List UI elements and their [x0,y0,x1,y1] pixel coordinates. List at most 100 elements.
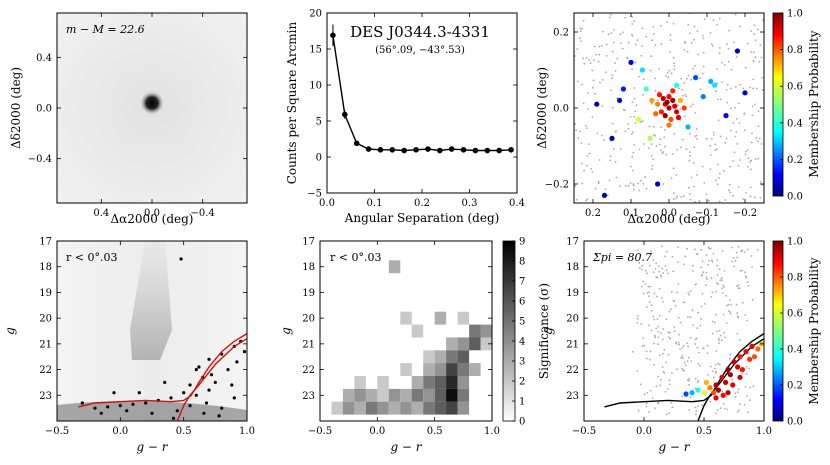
field-star [718,200,721,203]
field-star [710,43,713,46]
field-star [716,68,718,70]
field-star [594,92,596,95]
field-star [586,198,589,201]
colorbar-tick-label: 0.6 [787,82,803,93]
field-star [598,45,601,48]
field-star [684,255,687,258]
field-star [718,17,721,20]
field-star [708,247,711,250]
field-star [685,148,688,151]
significance-cell [457,401,470,415]
field-star [688,377,691,380]
field-star [655,276,658,279]
field-star [759,197,762,199]
field-star [726,43,728,45]
field-star [697,379,700,382]
field-star [660,245,663,248]
field-star [701,292,704,295]
field-star [724,199,727,201]
y-tick-label: 22 [39,365,52,376]
y-tick-label: 15 [309,45,322,56]
field-star [670,308,672,311]
field-star [576,80,579,83]
field-star [740,250,743,253]
field-star [608,179,611,182]
field-star [729,87,732,90]
field-star [701,404,703,407]
field-star [714,143,717,146]
field-star [640,54,643,57]
field-star [585,57,588,59]
member-star [711,390,717,396]
star-point [188,383,192,387]
field-star [643,344,646,347]
member-star [672,103,678,109]
field-star [631,68,633,70]
field-star [629,116,632,118]
field-star [633,184,635,187]
field-star [620,42,622,45]
member-star [730,382,736,388]
field-star [603,139,605,142]
field-star [719,407,722,409]
y-axis-label: Δδ2000 (deg) [9,67,23,149]
field-star [655,327,658,330]
significance-cell [354,401,366,415]
field-star [711,45,714,47]
field-star [637,409,640,412]
field-star [668,412,670,415]
field-star [689,396,692,399]
field-star [669,383,671,386]
colorbar-tick-label: 0 [519,417,525,428]
field-star [754,39,757,41]
field-star [708,199,710,202]
field-star [645,269,647,272]
field-star [686,360,689,363]
field-star [717,337,720,340]
field-star [616,57,619,60]
significance-cell [469,363,481,376]
field-star [579,27,582,30]
field-star [693,38,695,41]
field-star [692,162,695,164]
field-star [668,379,671,382]
field-star [675,197,678,200]
field-star [746,319,749,322]
field-star [695,128,698,130]
field-star [744,275,747,277]
field-star [642,292,645,295]
star-point [226,368,230,372]
field-star [701,260,704,263]
member-star [737,354,743,360]
field-star [657,336,660,339]
x-tick-label: −0.2 [733,208,757,219]
field-star [705,193,708,196]
significance-cell [434,363,447,376]
member-star [655,101,661,107]
field-star [743,113,746,116]
field-star [648,147,650,150]
field-star [717,362,719,365]
field-star [712,376,715,379]
field-star [650,309,653,312]
field-star [640,323,643,325]
field-star [706,344,709,347]
field-star [687,186,690,189]
field-star [579,130,581,133]
field-star [689,198,692,201]
field-star [646,292,649,294]
field-star [713,321,716,324]
field-star [650,55,653,58]
field-star [631,35,634,37]
field-star [744,150,747,153]
colorbar-label: Significance (σ) [537,283,551,379]
field-star [651,39,654,42]
field-star [605,71,607,74]
field-star [694,406,697,409]
field-star [676,368,678,371]
y-tick-label: 17 [39,237,52,248]
field-star [688,159,691,162]
radial-profile-panel: 0.0 0.1 0.2 0.3 0.4 −5 0 5 10 15 20 DES J0344.3-43… [285,9,525,226]
field-star [735,55,738,58]
profile-point [472,147,479,154]
